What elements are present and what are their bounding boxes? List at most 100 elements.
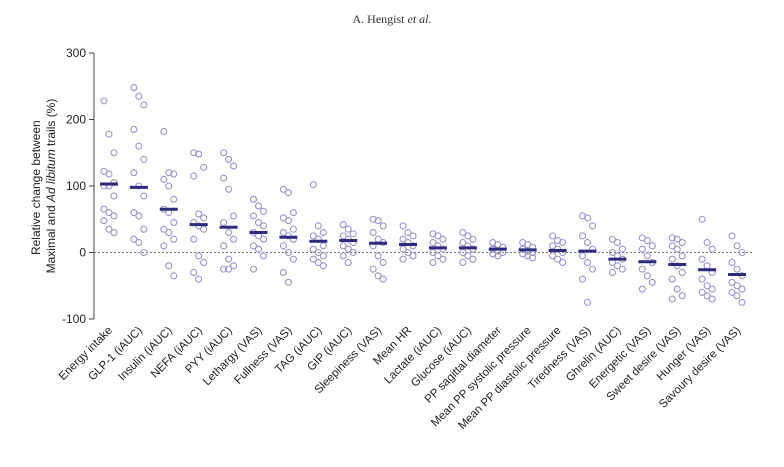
data-point [165, 169, 173, 177]
data-point [678, 238, 686, 247]
data-point [434, 232, 442, 240]
y-tick-label: -100 [62, 312, 86, 326]
data-point [314, 222, 322, 230]
data-point [733, 282, 741, 290]
data-point [190, 235, 198, 243]
data-point [668, 295, 676, 303]
data-point [190, 268, 198, 277]
data-point [708, 245, 716, 253]
data-point [140, 101, 148, 109]
data-point [379, 275, 387, 283]
data-point [578, 232, 587, 240]
data-point [583, 258, 592, 267]
data-point [698, 255, 706, 263]
data-point [135, 238, 143, 247]
data-point [439, 255, 447, 263]
data-point [379, 222, 387, 230]
data-point [230, 212, 238, 220]
data-point [200, 214, 208, 222]
data-point [314, 258, 322, 267]
data-point [165, 182, 173, 190]
data-point [249, 242, 258, 250]
data-point [160, 175, 168, 183]
data-point [554, 255, 562, 263]
data-point [399, 255, 407, 263]
data-point [638, 285, 646, 293]
header-etal: et al. [407, 12, 432, 26]
data-point [319, 252, 327, 260]
data-point [200, 258, 208, 267]
data-point [673, 235, 681, 243]
data-point [140, 225, 148, 233]
data-point [703, 282, 711, 290]
data-point [379, 258, 387, 267]
data-point [284, 278, 292, 286]
y-ticks-layer: -100 0 100 200 300 [62, 46, 94, 326]
data-point [374, 252, 382, 260]
data-point [668, 275, 676, 283]
data-point [409, 232, 417, 240]
data-point [105, 225, 113, 233]
data-point [200, 225, 208, 233]
data-point [459, 248, 467, 257]
data-point [728, 288, 736, 296]
data-point [170, 235, 178, 243]
data-point [259, 235, 268, 243]
data-point [135, 92, 143, 100]
data-point [339, 221, 347, 229]
data-point [678, 252, 686, 260]
data-point [673, 285, 681, 293]
data-point [140, 248, 148, 257]
data-point [469, 255, 477, 263]
data-point [738, 298, 746, 306]
data-point [130, 125, 138, 134]
data-point [429, 238, 437, 247]
data-point [220, 265, 228, 273]
data-point [673, 245, 681, 253]
data-point [309, 181, 317, 189]
data-point [225, 229, 233, 237]
data-point [404, 248, 412, 257]
y-axis-label-line2-pre: Maximal and [44, 202, 58, 273]
data-point [225, 185, 233, 193]
data-point [225, 265, 233, 273]
data-point [130, 209, 138, 217]
data-point [399, 222, 407, 230]
data-point [309, 255, 317, 263]
data-point [549, 232, 557, 240]
data-point [279, 185, 287, 193]
data-point [578, 275, 587, 283]
data-point [130, 84, 138, 92]
data-point [733, 292, 741, 300]
data-point [170, 219, 178, 227]
data-point [220, 242, 228, 250]
data-point [668, 242, 676, 250]
means-layer [99, 182, 747, 276]
data-point [643, 272, 651, 280]
data-point [733, 242, 741, 250]
data-point [608, 268, 616, 277]
data-point [738, 248, 746, 257]
data-point [464, 252, 472, 260]
data-point [190, 149, 198, 157]
data-point [319, 242, 327, 250]
data-point [289, 225, 297, 233]
data-point [369, 229, 377, 237]
data-point [230, 235, 238, 243]
data-point [583, 298, 592, 306]
y-tick-label: 100 [66, 179, 86, 193]
data-point [459, 238, 467, 247]
data-point [648, 242, 656, 250]
data-point [110, 212, 118, 220]
data-point [105, 130, 113, 138]
data-point [284, 189, 292, 197]
data-point [284, 217, 292, 225]
data-point [583, 214, 592, 222]
data-point [668, 255, 676, 263]
data-point [195, 275, 203, 283]
data-point [588, 265, 597, 273]
data-point [254, 245, 263, 253]
data-point [279, 242, 287, 250]
data-point [225, 155, 233, 163]
data-point [220, 219, 228, 227]
